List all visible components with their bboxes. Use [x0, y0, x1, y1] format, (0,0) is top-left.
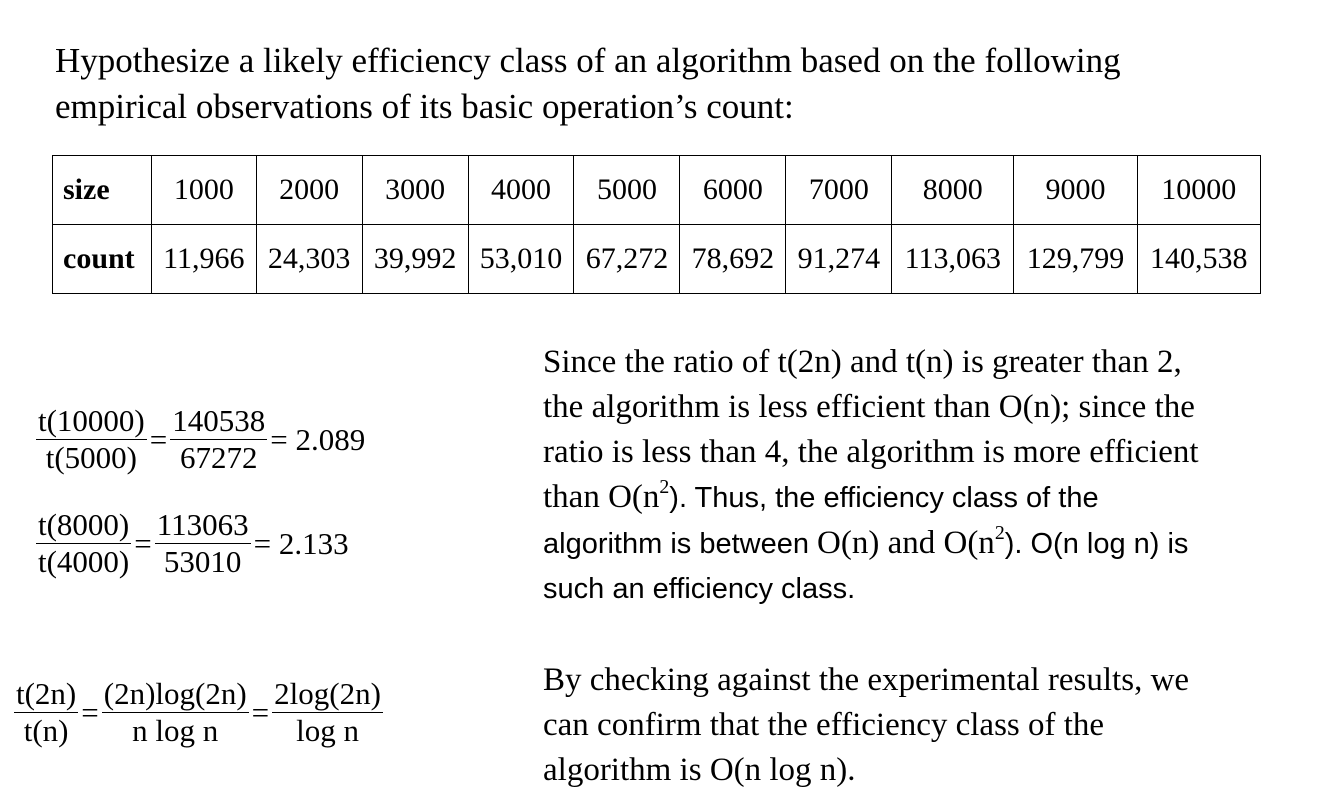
count-cell: 53,010 [467, 224, 575, 294]
conclusion-line: By checking against the experimental res… [543, 662, 1190, 698]
count-cell: 39,992 [361, 224, 469, 294]
size-cell: 5000 [573, 155, 681, 225]
intro-line-2: empirical observations of its basic oper… [55, 87, 794, 126]
conclusion-line: algorithm is O(n log n). [543, 752, 856, 788]
count-cell: 140,538 [1136, 224, 1262, 294]
fraction: t(8000) t(4000) [36, 507, 132, 580]
fraction: 140538 67272 [170, 403, 268, 476]
fraction: (2n)log(2n) n log n [101, 676, 249, 749]
denominator: 53010 [163, 544, 242, 579]
denominator: t(n) [23, 713, 69, 748]
text-run: ). Thus, the efficiency class of the [669, 482, 1099, 514]
numerator: t(8000) [36, 507, 132, 544]
size-cell: 6000 [679, 155, 787, 225]
count-cell: 11,966 [151, 224, 257, 294]
size-cell: 8000 [891, 155, 1015, 225]
intro-text: Hypothesize a likely efficiency class of… [55, 38, 1295, 130]
explanation-line: such an efficiency class. [543, 573, 856, 605]
equation-result: = 2.089 [270, 421, 366, 457]
numerator: 113063 [154, 507, 251, 544]
size-cell: 2000 [255, 155, 363, 225]
explanation-paragraph: Since the ratio of t(2n) and t(n) is gre… [543, 340, 1318, 612]
numerator: t(10000) [36, 403, 147, 440]
size-cell: 10000 [1136, 155, 1262, 225]
count-cell: 129,799 [1013, 224, 1138, 294]
superscript: 2 [994, 522, 1005, 545]
equals-sign: = [149, 421, 168, 457]
count-cell: 78,692 [679, 224, 787, 294]
denominator: t(5000) [45, 440, 138, 475]
size-cell: 4000 [467, 155, 575, 225]
fraction: 113063 53010 [154, 507, 251, 580]
text-run: O(n) and O(n [817, 525, 995, 561]
count-cell: 67,272 [573, 224, 681, 294]
numerator: (2n)log(2n) [101, 676, 249, 713]
count-row: count 11,966 24,303 39,992 53,010 67,272… [52, 224, 1262, 294]
text-run: algorithm is between [543, 528, 818, 560]
equals-sign: = [81, 694, 99, 730]
count-cell: 24,303 [255, 224, 363, 294]
explanation-line: the algorithm is less efficient than O(n… [543, 389, 1195, 425]
count-row-header: count [52, 224, 152, 294]
denominator: n log n [132, 713, 219, 748]
fraction: 2log(2n) log n [272, 676, 383, 749]
ratio-equation-2: t(8000) t(4000) = 113063 53010 = 2.133 [36, 507, 352, 580]
text-run: than O(n [543, 479, 660, 515]
equation-result: = 2.133 [253, 525, 349, 561]
numerator: 2log(2n) [272, 676, 383, 713]
equals-sign: = [251, 694, 270, 730]
denominator: 67272 [180, 440, 258, 475]
denominator: log n [296, 713, 359, 748]
equals-sign: = [134, 525, 152, 561]
fraction: t(2n) t(n) [14, 676, 79, 749]
size-cell: 7000 [785, 155, 893, 225]
explanation-line: Since the ratio of t(2n) and t(n) is gre… [543, 344, 1182, 380]
general-ratio-equation: t(2n) t(n) = (2n)log(2n) n log n = 2log(… [14, 676, 383, 749]
conclusion-paragraph: By checking against the experimental res… [543, 658, 1318, 793]
superscript: 2 [659, 476, 670, 499]
denominator: t(4000) [38, 544, 130, 579]
ratio-equation-1: t(10000) t(5000) = 140538 67272 = 2.089 [36, 403, 368, 476]
size-cell: 9000 [1013, 155, 1138, 225]
fraction: t(10000) t(5000) [36, 403, 147, 476]
numerator: t(2n) [14, 676, 79, 713]
text-run: ). O(n log n) is [1004, 528, 1189, 560]
observations-table: size 1000 2000 3000 4000 5000 6000 7000 … [52, 155, 1262, 294]
count-cell: 113,063 [891, 224, 1015, 294]
size-row-header: size [52, 155, 152, 225]
explanation-line: than O(n2). Thus, the efficiency class o… [543, 475, 1318, 521]
conclusion-line: can confirm that the efficiency class of… [543, 707, 1105, 743]
size-row: size 1000 2000 3000 4000 5000 6000 7000 … [52, 155, 1262, 225]
count-cell: 91,274 [785, 224, 893, 294]
explanation-line: algorithm is between O(n) and O(n2). O(n… [543, 521, 1318, 567]
numerator: 140538 [170, 403, 268, 440]
size-cell: 1000 [151, 155, 257, 225]
intro-line-1: Hypothesize a likely efficiency class of… [55, 41, 1121, 80]
explanation-line: ratio is less than 4, the algorithm is m… [543, 434, 1199, 470]
size-cell: 3000 [361, 155, 469, 225]
